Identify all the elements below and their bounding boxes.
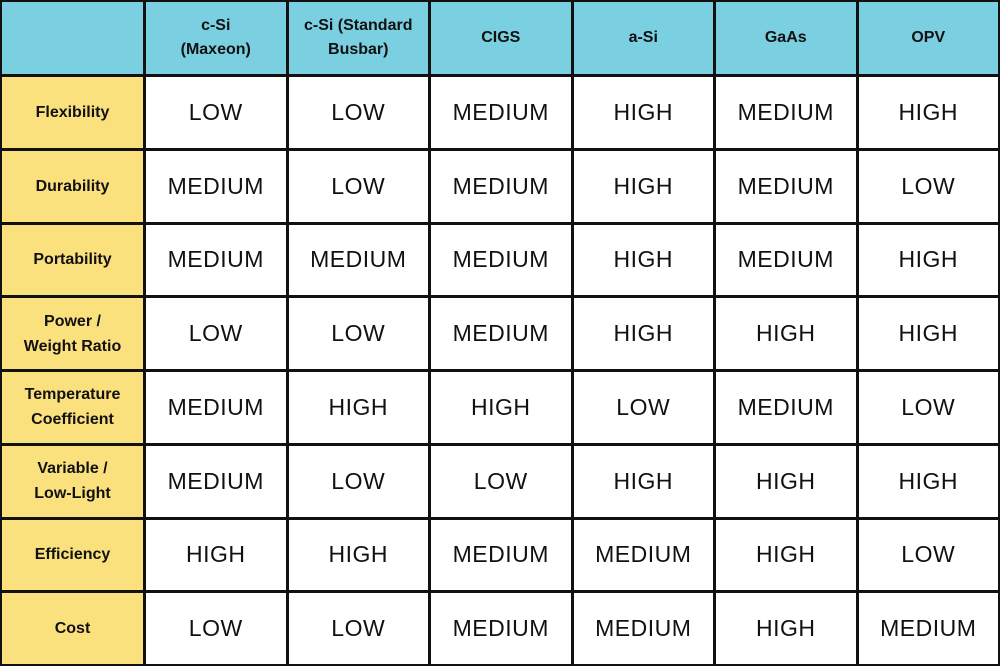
table-cell: MEDIUM xyxy=(431,224,571,296)
row-label: Temperature Coefficient xyxy=(2,372,143,443)
table-cell: MEDIUM xyxy=(431,519,571,591)
table-cell: HIGH xyxy=(573,224,713,296)
table-cell: HIGH xyxy=(573,77,713,148)
table-cell: HIGH xyxy=(573,150,713,222)
row-label: Flexibility xyxy=(2,77,143,148)
table-cell: MEDIUM xyxy=(431,298,571,369)
table-cell: MEDIUM xyxy=(431,593,571,664)
table-cell: MEDIUM xyxy=(716,150,856,222)
table-cell: HIGH xyxy=(573,445,713,517)
column-header: c-Si (Maxeon) xyxy=(146,2,286,74)
table-cell: HIGH xyxy=(431,372,571,443)
column-header: CIGS xyxy=(431,2,571,74)
table-cell: LOW xyxy=(288,298,428,369)
table-cell: HIGH xyxy=(716,298,856,369)
column-header: c-Si (Standard Busbar) xyxy=(288,2,428,74)
table-cell: MEDIUM xyxy=(431,150,571,222)
table-cell: LOW xyxy=(146,77,286,148)
row-label: Variable / Low-Light xyxy=(2,445,143,517)
corner-cell xyxy=(2,2,143,74)
table-cell: MEDIUM xyxy=(146,372,286,443)
table-cell: LOW xyxy=(573,372,713,443)
table-cell: LOW xyxy=(858,519,998,591)
table-cell: MEDIUM xyxy=(716,224,856,296)
table-cell: MEDIUM xyxy=(146,224,286,296)
table-cell: MEDIUM xyxy=(431,77,571,148)
table-cell: MEDIUM xyxy=(716,372,856,443)
table-cell: LOW xyxy=(288,593,428,664)
column-header: OPV xyxy=(858,2,998,74)
table-cell: MEDIUM xyxy=(716,77,856,148)
table-cell: HIGH xyxy=(716,445,856,517)
table-cell: MEDIUM xyxy=(146,445,286,517)
table-cell: MEDIUM xyxy=(573,593,713,664)
table-cell: HIGH xyxy=(716,519,856,591)
table-cell: MEDIUM xyxy=(288,224,428,296)
row-label: Durability xyxy=(2,150,143,222)
row-label: Efficiency xyxy=(2,519,143,591)
table-cell: LOW xyxy=(858,372,998,443)
table-cell: HIGH xyxy=(573,298,713,369)
table-cell: LOW xyxy=(288,77,428,148)
table-cell: HIGH xyxy=(858,445,998,517)
table-cell: LOW xyxy=(146,593,286,664)
table-cell: LOW xyxy=(431,445,571,517)
row-label: Cost xyxy=(2,593,143,664)
row-label: Power / Weight Ratio xyxy=(2,298,143,369)
table-cell: LOW xyxy=(146,298,286,369)
table-cell: MEDIUM xyxy=(146,150,286,222)
table-cell: HIGH xyxy=(858,298,998,369)
table-cell: MEDIUM xyxy=(573,519,713,591)
table-cell: LOW xyxy=(858,150,998,222)
table-cell: LOW xyxy=(288,150,428,222)
column-header: GaAs xyxy=(716,2,856,74)
row-label: Portability xyxy=(2,224,143,296)
column-header: a-Si xyxy=(573,2,713,74)
table-cell: MEDIUM xyxy=(858,593,998,664)
table-cell: LOW xyxy=(288,445,428,517)
table-cell: HIGH xyxy=(858,224,998,296)
table-cell: HIGH xyxy=(288,519,428,591)
table-cell: HIGH xyxy=(146,519,286,591)
table-cell: HIGH xyxy=(288,372,428,443)
table-cell: HIGH xyxy=(858,77,998,148)
table-cell: HIGH xyxy=(716,593,856,664)
